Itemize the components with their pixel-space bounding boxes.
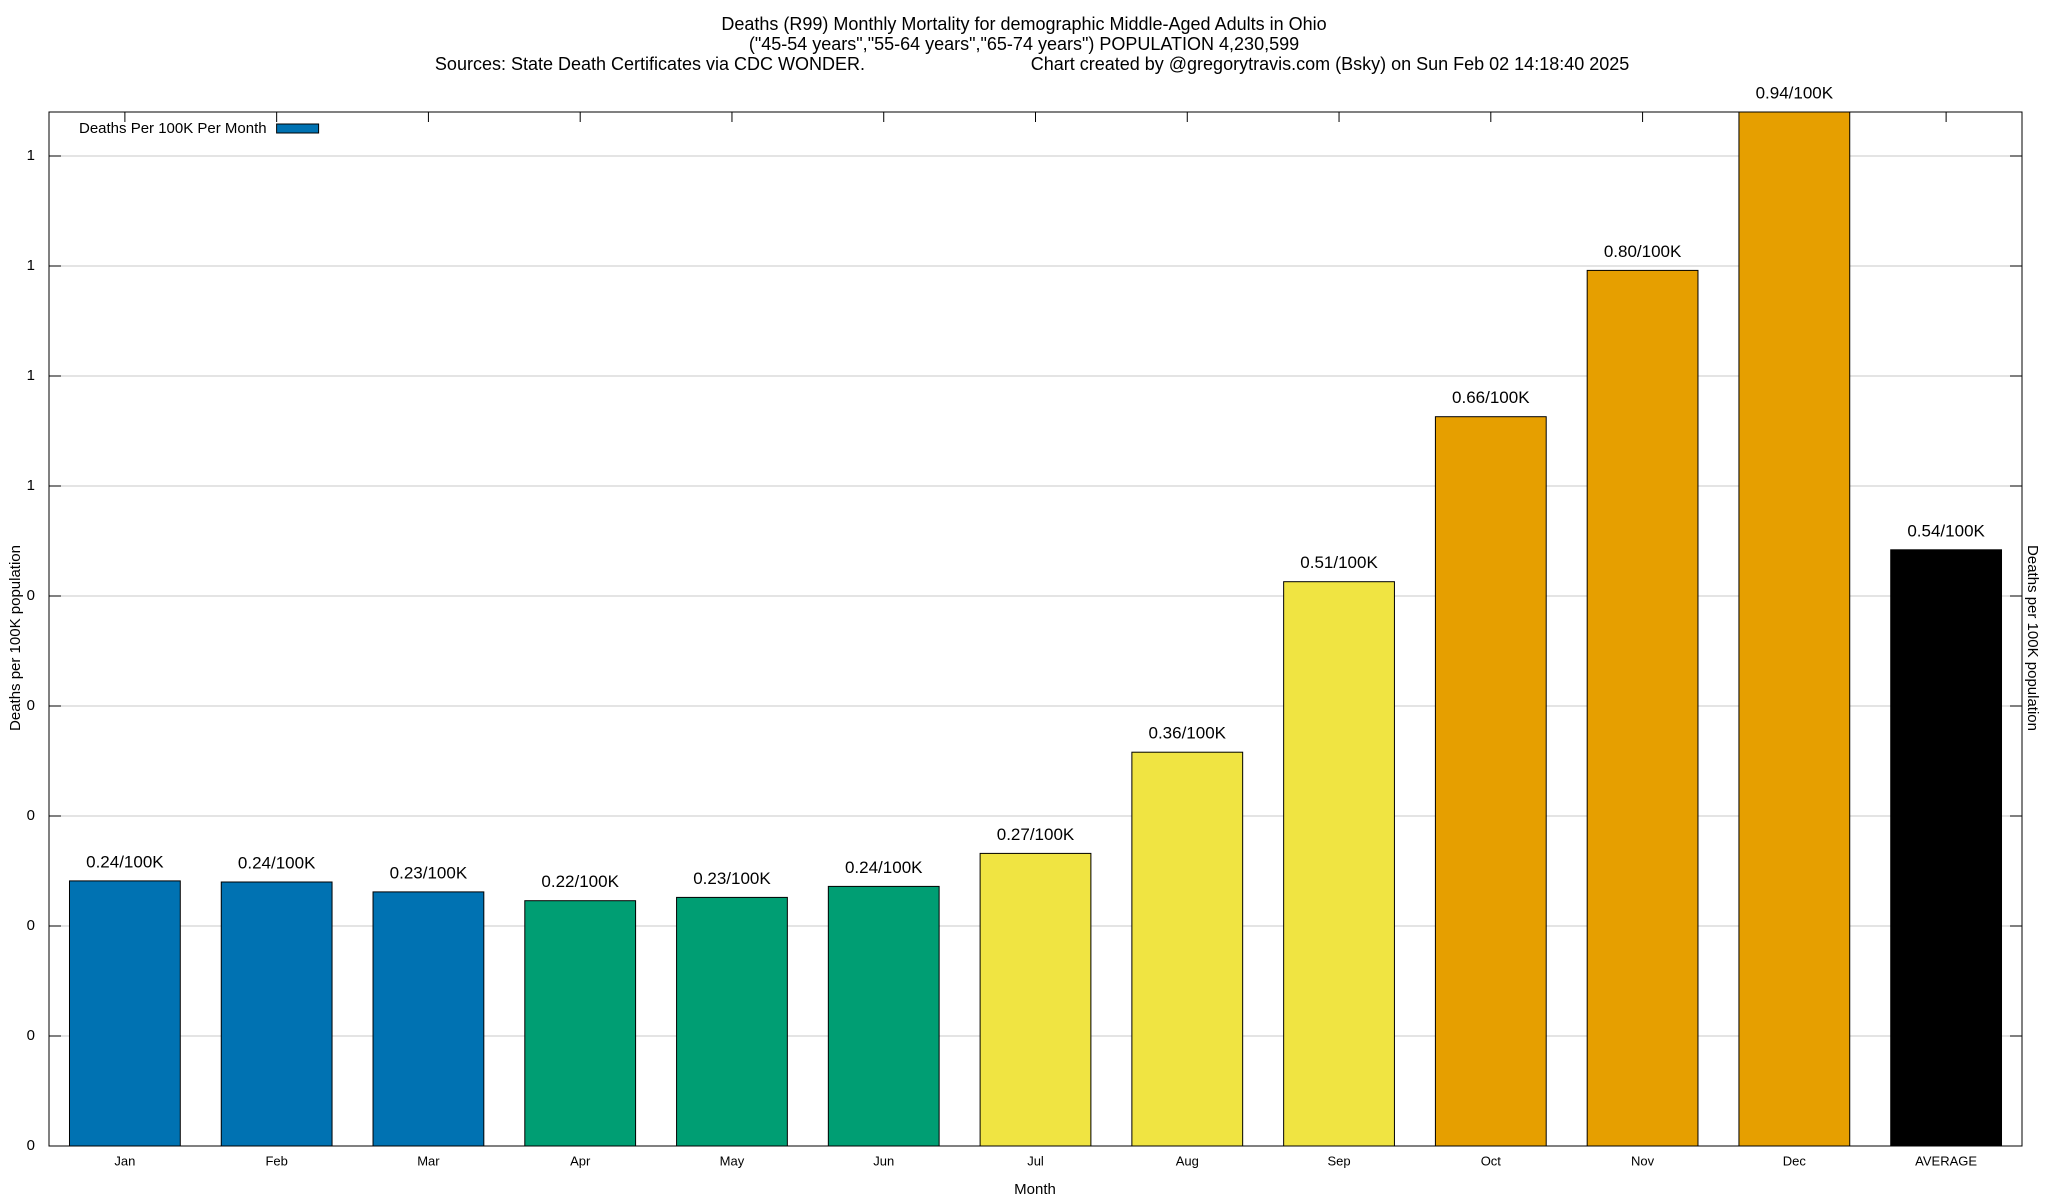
bar [1890, 549, 2003, 1147]
y2-axis-label: Deaths per 100K population [2024, 545, 2041, 731]
y-tick-label: 0 [27, 697, 35, 714]
credit-note: Chart created by @gregorytravis.com (Bsk… [1031, 54, 1630, 74]
y-tick-label: 1 [27, 367, 35, 384]
bar [220, 881, 333, 1147]
plot-frame [48, 111, 2023, 1147]
x-tick-label: Aug [1176, 1153, 1199, 1168]
bar-value-label: 0.54/100K [1907, 521, 1985, 540]
x-tick-label: AVERAGE [1915, 1153, 1977, 1168]
y-tick-label: 0 [27, 1137, 35, 1154]
x-tick-label: Oct [1481, 1153, 1502, 1168]
bar-value-label: 0.24/100K [238, 853, 316, 872]
x-tick-label: Jul [1027, 1153, 1044, 1168]
legend-label: Deaths Per 100K Per Month [79, 120, 267, 137]
bar [1283, 581, 1395, 1147]
bar [1738, 111, 1851, 1147]
y-tick-label: 0 [27, 807, 35, 824]
bar [979, 852, 1092, 1147]
bar [372, 891, 485, 1147]
x-tick-label: Apr [570, 1153, 591, 1168]
bar-value-label: 0.24/100K [86, 852, 164, 871]
chart-title: Deaths (R99) Monthly Mortality for demog… [721, 14, 1326, 34]
y-tick-label: 0 [27, 587, 35, 604]
bar-value-label: 0.94/100K [1756, 83, 1834, 102]
bar-value-label: 0.80/100K [1604, 242, 1682, 261]
bar-value-label: 0.36/100K [1149, 724, 1227, 743]
bar-value-label: 0.66/100K [1452, 388, 1530, 407]
x-tick-label: Jan [114, 1153, 135, 1168]
bar [1434, 416, 1547, 1147]
x-tick-label: May [720, 1153, 745, 1168]
x-tick-label: Nov [1631, 1153, 1655, 1168]
bar-value-label: 0.23/100K [693, 869, 771, 888]
bar [827, 885, 940, 1147]
chart-subtitle: ("45-54 years","55-64 years","65-74 year… [749, 34, 1299, 54]
bar-value-label: 0.27/100K [997, 825, 1075, 844]
y-tick-label: 0 [27, 917, 35, 934]
y-tick-label: 0 [27, 1027, 35, 1044]
x-tick-label: Dec [1783, 1153, 1807, 1168]
bar-value-label: 0.51/100K [1300, 553, 1378, 572]
y-axis-label: Deaths per 100K population [7, 545, 24, 731]
bar-value-label: 0.23/100K [390, 863, 468, 882]
x-tick-label: Sep [1327, 1153, 1350, 1168]
x-axis-label: Month [1014, 1181, 1056, 1198]
y-tick-label: 1 [27, 257, 35, 274]
y-tick-label: 1 [27, 147, 35, 164]
bar [1586, 269, 1699, 1147]
source-note: Sources: State Death Certificates via CD… [435, 54, 865, 74]
x-tick-label: Feb [265, 1153, 287, 1168]
bar-value-label: 0.22/100K [541, 872, 619, 891]
legend-swatch [276, 123, 320, 134]
bar-value-label: 0.24/100K [845, 858, 923, 877]
x-tick-label: Jun [873, 1153, 894, 1168]
y-tick-label: 1 [27, 477, 35, 494]
bar [524, 900, 637, 1147]
x-tick-label: Mar [417, 1153, 440, 1168]
bar [68, 880, 181, 1147]
bar [676, 896, 788, 1147]
bar [1131, 751, 1244, 1147]
